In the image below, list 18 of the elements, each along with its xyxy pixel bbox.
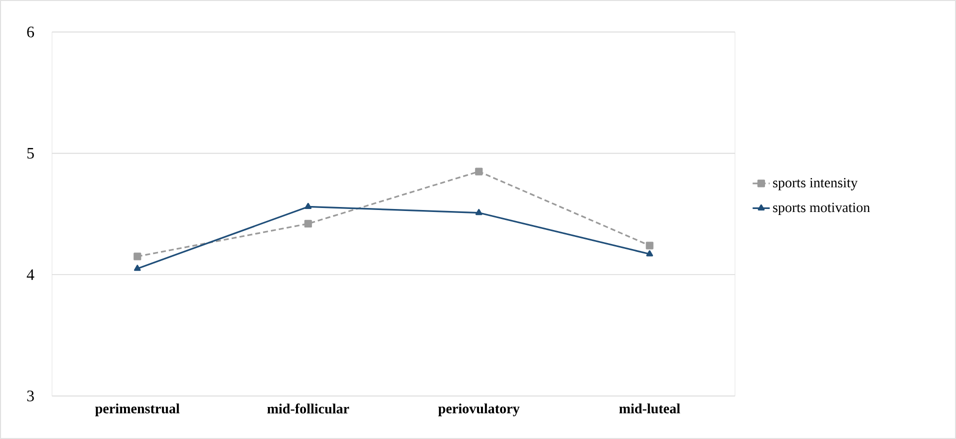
y-tick-label: 5 [27, 148, 34, 159]
x-tick-label: perimenstrual [95, 404, 180, 416]
point [304, 202, 312, 210]
y-tick-label: 3 [27, 390, 34, 402]
y-tick-label: 6 [27, 26, 34, 38]
point [134, 264, 141, 271]
legend-label: sports motivation [773, 202, 870, 216]
x-tick-label: mid-luteal [619, 404, 680, 414]
point [134, 252, 142, 260]
x-tick-label: periovulatory [438, 404, 520, 416]
point [475, 208, 482, 216]
point [646, 242, 654, 250]
point [475, 168, 483, 176]
point [304, 220, 312, 228]
y-tick-label: 4 [26, 269, 34, 280]
point [646, 250, 654, 256]
x-tick-label: mid-follicular [267, 404, 350, 414]
legend-label: sports intensity [773, 178, 858, 190]
